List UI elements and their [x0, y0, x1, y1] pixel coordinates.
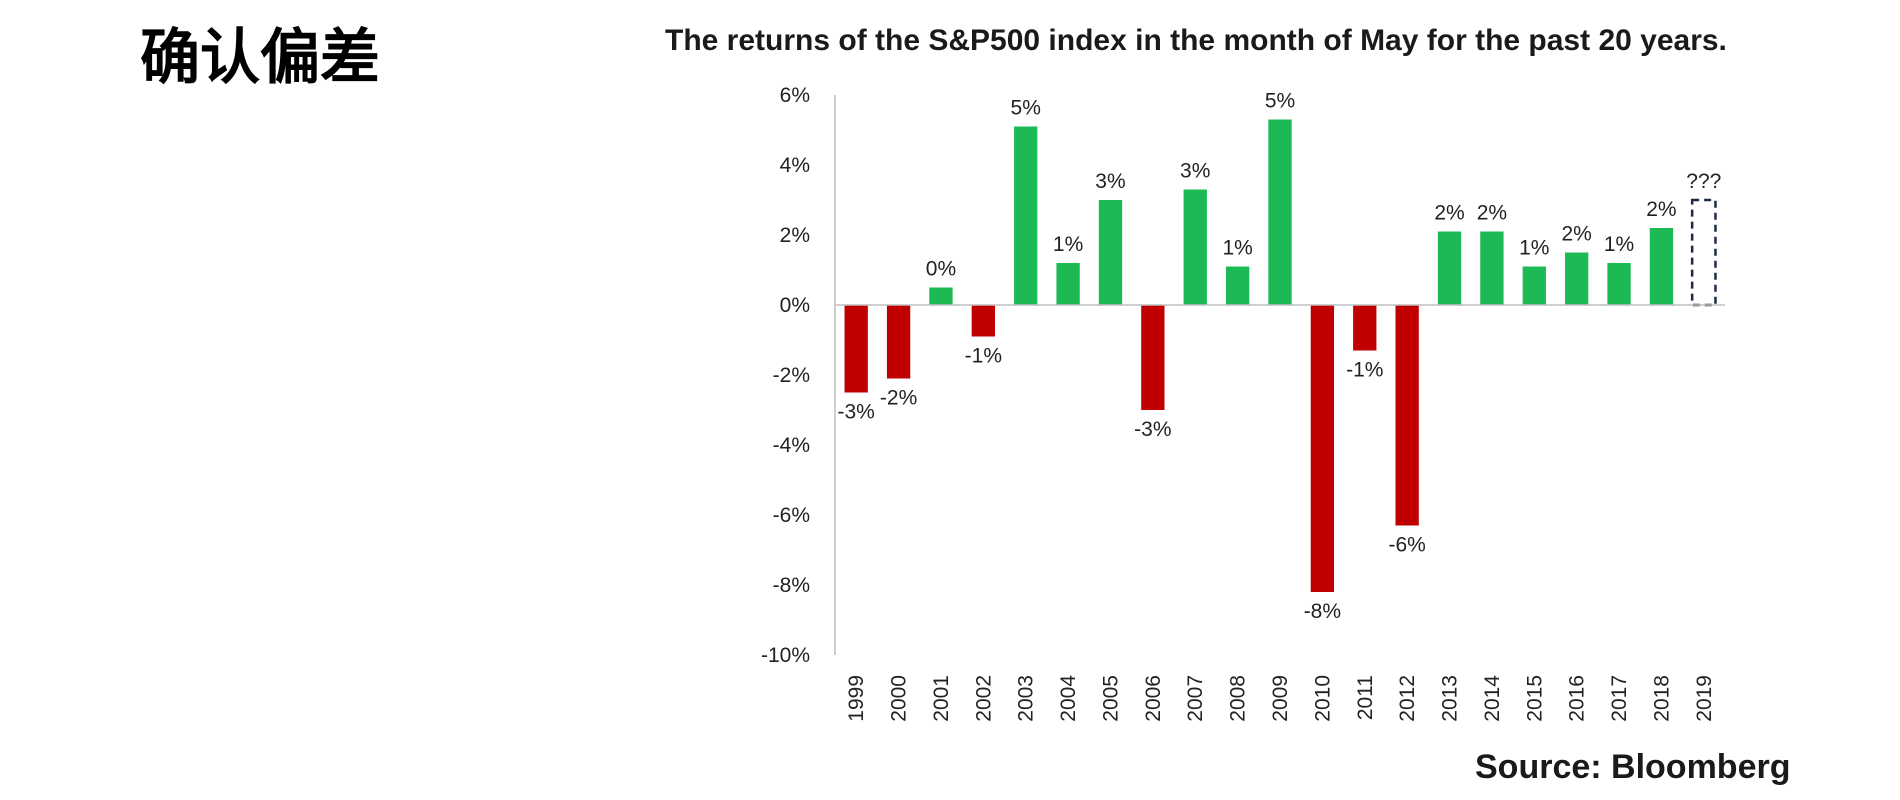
- data-label: 2%: [1646, 198, 1676, 221]
- y-tick-label: 2%: [780, 224, 810, 247]
- bar-positive: [1014, 126, 1038, 305]
- data-label: -8%: [1304, 600, 1341, 623]
- data-label: -1%: [965, 345, 1002, 368]
- y-tick-label: -4%: [773, 434, 810, 457]
- y-tick-label: 4%: [780, 154, 810, 177]
- x-tick-label: 2003: [1015, 675, 1038, 722]
- data-label: 1%: [1519, 237, 1549, 260]
- data-label: 1%: [1053, 233, 1083, 256]
- slide-title: 确认偏差: [140, 23, 380, 93]
- bar-positive: [1183, 189, 1207, 305]
- x-tick-label: 2001: [930, 675, 953, 722]
- data-label: 2%: [1561, 223, 1591, 246]
- bar-positive: [1522, 266, 1546, 305]
- source-note: Source: Bloomberg: [1475, 748, 1791, 786]
- bar-positive: [929, 287, 953, 305]
- y-tick-label: 6%: [780, 84, 810, 107]
- data-label: -2%: [880, 387, 917, 410]
- y-axis: 6% 4% 2% 0% -2% -4% -6% -8% -10%: [761, 84, 836, 667]
- bar-positive: [1056, 263, 1080, 305]
- bar-positive: [1607, 263, 1631, 305]
- data-label: 0%: [926, 258, 956, 281]
- data-label: -1%: [1346, 359, 1383, 382]
- x-axis: 1999 2000 2001 2002 2003 2004 2005 2006 2007 2008…: [835, 304, 1725, 722]
- x-tick-label: 2012: [1396, 675, 1419, 722]
- data-label: -3%: [838, 401, 875, 424]
- x-tick-label: 2005: [1099, 675, 1122, 722]
- y-tick-label: -2%: [773, 364, 810, 387]
- bar-positive: [1480, 231, 1504, 305]
- data-label: 5%: [1265, 90, 1295, 113]
- x-tick-label: 2008: [1227, 675, 1250, 722]
- bar-unknown: [1690, 198, 1717, 307]
- bar-positive: [1098, 200, 1123, 305]
- bar-negative: [844, 305, 868, 393]
- data-label: 3%: [1180, 160, 1210, 183]
- x-tick-label: 2010: [1311, 675, 1334, 722]
- bar-negative: [1353, 305, 1377, 351]
- x-tick-label: 2000: [888, 675, 911, 722]
- data-labels: -3%-2%0%-1%5%1%3%-3%3%1%5%-8%-1%-6%2% 2%1…: [838, 90, 1722, 624]
- bar-negative: [971, 305, 995, 337]
- bar-positive: [1649, 228, 1674, 305]
- x-tick-label: 2004: [1057, 675, 1080, 722]
- x-tick-label: 2015: [1523, 675, 1546, 722]
- x-tick-label: 2002: [972, 675, 995, 722]
- x-tick-label: 2017: [1608, 675, 1631, 722]
- data-label: -6%: [1388, 534, 1425, 557]
- x-tick-label: 2013: [1439, 675, 1462, 722]
- x-tick-label: 2014: [1481, 675, 1504, 722]
- data-label: 3%: [1095, 170, 1125, 193]
- x-tick-label: 2007: [1184, 675, 1207, 722]
- bar-positive: [1565, 252, 1589, 305]
- data-label: 2%: [1434, 202, 1464, 225]
- y-tick-label: -8%: [773, 574, 810, 597]
- y-tick-label: 0%: [780, 294, 810, 317]
- data-label: 2%: [1477, 202, 1507, 225]
- data-label: 1%: [1222, 237, 1252, 260]
- bars: [844, 119, 1717, 592]
- y-tick-label: -6%: [773, 504, 810, 527]
- chart-title: The returns of the S&P500 index in the m…: [665, 24, 1727, 57]
- bar-negative: [1395, 305, 1419, 526]
- x-tick-label: 2009: [1269, 675, 1292, 722]
- bar-positive: [1268, 119, 1292, 305]
- bar-negative: [886, 305, 911, 379]
- x-tick-label: 2006: [1142, 675, 1165, 722]
- data-label: 5%: [1011, 97, 1041, 120]
- bar-positive: [1225, 266, 1250, 305]
- data-label: 1%: [1604, 233, 1634, 256]
- x-tick-label: 2018: [1650, 675, 1673, 722]
- x-tick-label: 2016: [1566, 675, 1589, 722]
- x-tick-label: 1999: [845, 675, 868, 722]
- data-label: -3%: [1134, 418, 1171, 441]
- y-tick-label: -10%: [761, 644, 810, 667]
- x-tick-label: 2011: [1354, 675, 1377, 720]
- x-tick-label: 2019: [1693, 675, 1716, 722]
- bar-positive: [1437, 231, 1462, 305]
- bar-negative: [1310, 305, 1335, 592]
- bar-negative: [1141, 305, 1165, 410]
- unknown-value-label: ???: [1686, 170, 1721, 193]
